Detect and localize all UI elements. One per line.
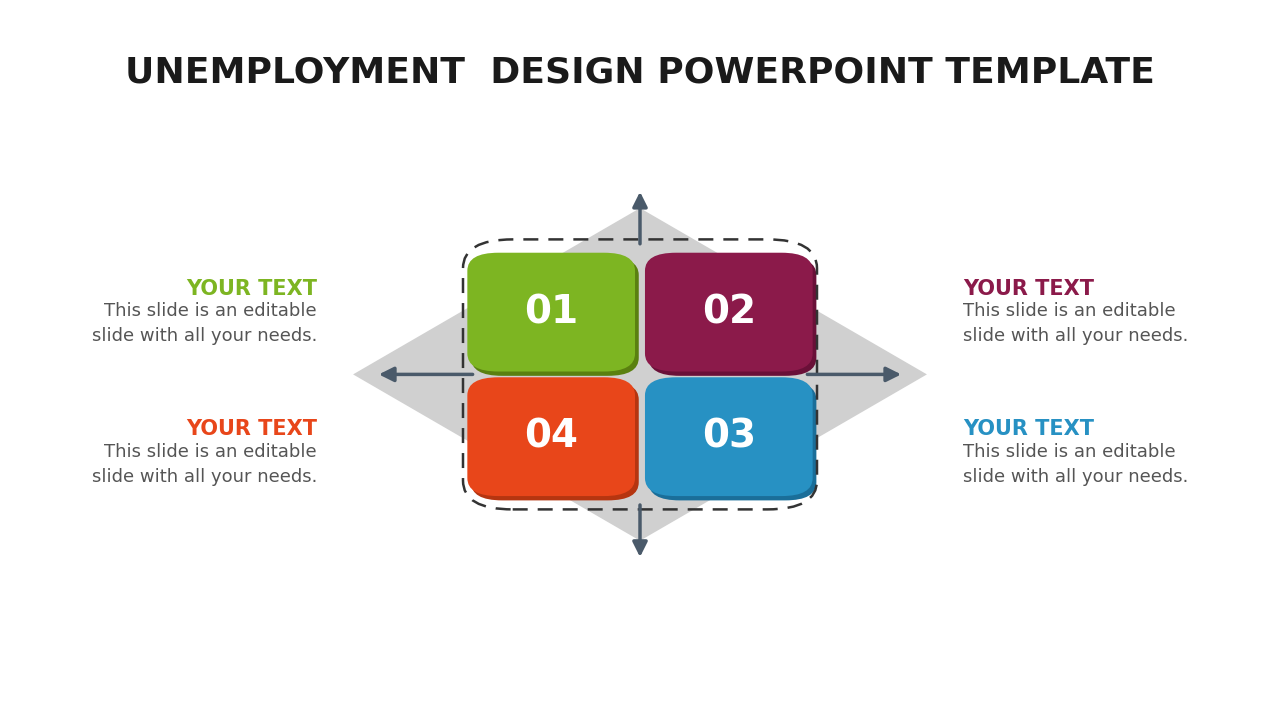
FancyBboxPatch shape: [649, 382, 817, 500]
Text: 02: 02: [701, 293, 756, 331]
Text: 04: 04: [525, 418, 579, 456]
Text: YOUR TEXT: YOUR TEXT: [186, 279, 317, 299]
Text: YOUR TEXT: YOUR TEXT: [963, 279, 1094, 299]
FancyBboxPatch shape: [467, 253, 635, 372]
Text: 03: 03: [701, 418, 756, 456]
FancyBboxPatch shape: [645, 377, 813, 496]
FancyBboxPatch shape: [649, 257, 817, 376]
Polygon shape: [353, 208, 927, 541]
FancyBboxPatch shape: [471, 257, 639, 376]
Text: YOUR TEXT: YOUR TEXT: [963, 419, 1094, 439]
Text: This slide is an editable
slide with all your needs.: This slide is an editable slide with all…: [92, 302, 317, 346]
FancyBboxPatch shape: [645, 253, 813, 372]
FancyBboxPatch shape: [471, 382, 639, 500]
Text: This slide is an editable
slide with all your needs.: This slide is an editable slide with all…: [963, 302, 1188, 346]
Text: UNEMPLOYMENT  DESIGN POWERPOINT TEMPLATE: UNEMPLOYMENT DESIGN POWERPOINT TEMPLATE: [125, 55, 1155, 89]
Text: YOUR TEXT: YOUR TEXT: [186, 419, 317, 439]
Text: This slide is an editable
slide with all your needs.: This slide is an editable slide with all…: [92, 443, 317, 486]
FancyBboxPatch shape: [467, 377, 635, 496]
Text: This slide is an editable
slide with all your needs.: This slide is an editable slide with all…: [963, 443, 1188, 486]
Text: 01: 01: [524, 293, 579, 331]
